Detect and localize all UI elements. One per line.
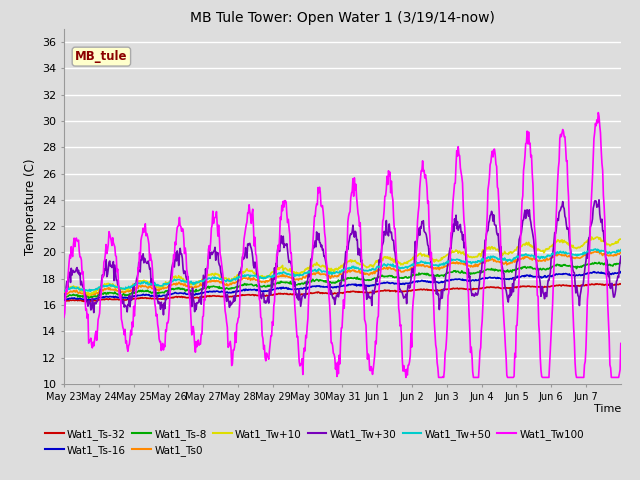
Wat1_Tw+50 [86,288,94,294]
Wat1_Tw+10 [277,264,285,270]
Wat1_Tw+30 [125,293,133,299]
Wat1_Tw+30 [401,294,408,300]
Wat1_Ts-32 [616,281,624,287]
Wat1_Ts-32 [256,293,264,299]
Wat1_Ts-32 [617,281,625,287]
Wat1_Ts-32 [277,291,285,297]
Wat1_Tw+50 [256,274,264,279]
Wat1_Ts0 [126,288,134,294]
Wat1_Tw100 [276,215,284,220]
Wat1_Tw100 [617,341,625,347]
Wat1_Ts-8 [617,259,625,265]
Wat1_Ts0 [83,293,91,299]
Wat1_Ts-32 [126,297,134,302]
Wat1_Ts0 [401,268,408,274]
Wat1_Tw+30 [595,197,603,203]
Wat1_Tw+30 [60,296,68,301]
Text: MB_tule: MB_tule [75,50,127,63]
Wat1_Ts-16 [85,297,93,303]
Wat1_Ts0 [256,278,264,284]
Wat1_Tw+30 [277,233,285,239]
Line: Wat1_Tw+50: Wat1_Tw+50 [64,249,621,291]
Wat1_Tw+10 [60,289,68,295]
Text: Time: Time [593,404,621,414]
Wat1_Ts-8 [401,275,408,280]
Wat1_Tw+50 [60,288,68,294]
Wat1_Ts-8 [126,291,134,297]
Line: Wat1_Tw+30: Wat1_Tw+30 [64,200,621,315]
Wat1_Tw+10 [432,258,440,264]
Wat1_Tw+10 [256,274,264,280]
Wat1_Ts0 [617,250,625,255]
Wat1_Tw+30 [159,312,167,318]
Title: MB Tule Tower: Open Water 1 (3/19/14-now): MB Tule Tower: Open Water 1 (3/19/14-now… [190,11,495,25]
Wat1_Tw+10 [401,260,408,265]
Wat1_Ts0 [228,281,236,287]
Wat1_Tw100 [432,342,440,348]
Line: Wat1_Ts-8: Wat1_Ts-8 [64,262,621,298]
Wat1_Tw+50 [126,285,134,291]
Wat1_Tw+50 [401,264,408,270]
Wat1_Tw+50 [432,262,440,268]
Wat1_Ts-16 [401,282,408,288]
Wat1_Ts-8 [60,295,68,300]
Wat1_Tw+50 [228,277,236,283]
Wat1_Ts-32 [401,288,408,294]
Wat1_Tw+10 [86,293,93,299]
Wat1_Ts-32 [85,299,93,304]
Wat1_Ts-32 [432,288,440,293]
Wat1_Ts-8 [277,278,285,284]
Wat1_Tw100 [595,110,602,116]
Wat1_Ts-8 [85,295,93,301]
Line: Wat1_Ts-32: Wat1_Ts-32 [64,284,621,301]
Wat1_Ts-16 [590,269,598,275]
Wat1_Ts-16 [256,288,264,293]
Wat1_Tw100 [402,374,410,380]
Wat1_Ts-8 [432,273,440,278]
Line: Wat1_Tw100: Wat1_Tw100 [64,113,621,377]
Wat1_Tw+50 [591,246,599,252]
Wat1_Tw+30 [617,253,625,259]
Wat1_Ts-16 [432,279,440,285]
Wat1_Tw100 [400,363,408,369]
Wat1_Tw100 [228,363,236,369]
Wat1_Tw+10 [617,236,625,242]
Wat1_Ts-32 [228,293,236,299]
Wat1_Tw+10 [228,278,236,284]
Wat1_Ts-16 [228,289,236,295]
Wat1_Ts-16 [277,286,285,292]
Wat1_Tw+50 [277,270,285,276]
Wat1_Tw+30 [228,300,236,305]
Wat1_Ts0 [591,249,599,254]
Wat1_Ts-8 [228,285,236,291]
Wat1_Tw100 [60,314,68,320]
Wat1_Tw100 [125,341,133,347]
Wat1_Tw100 [255,296,263,302]
Line: Wat1_Ts0: Wat1_Ts0 [64,252,621,296]
Wat1_Ts0 [432,265,440,271]
Wat1_Ts0 [277,273,285,278]
Wat1_Tw+30 [432,283,440,289]
Y-axis label: Temperature (C): Temperature (C) [24,158,36,255]
Wat1_Tw+10 [126,285,134,290]
Line: Wat1_Tw+10: Wat1_Tw+10 [64,237,621,296]
Wat1_Tw+50 [617,247,625,252]
Wat1_Ts-32 [60,298,68,303]
Wat1_Tw+10 [588,234,596,240]
Wat1_Ts-16 [60,297,68,303]
Wat1_Ts-16 [617,269,625,275]
Wat1_Tw+30 [256,287,264,293]
Wat1_Ts-16 [126,294,134,300]
Line: Wat1_Ts-16: Wat1_Ts-16 [64,272,621,300]
Wat1_Ts0 [60,292,68,298]
Wat1_Ts-8 [256,283,264,289]
Legend: Wat1_Ts-32, Wat1_Ts-16, Wat1_Ts-8, Wat1_Ts0, Wat1_Tw+10, Wat1_Tw+30, Wat1_Tw+50,: Wat1_Ts-32, Wat1_Ts-16, Wat1_Ts-8, Wat1_… [41,425,588,460]
